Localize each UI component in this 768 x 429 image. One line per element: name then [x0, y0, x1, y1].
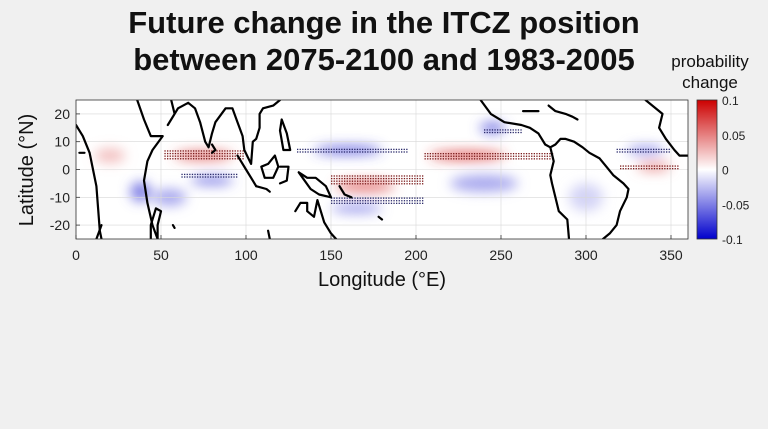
- stipple-band-0: [164, 150, 244, 160]
- colorbar-tick-label: -0.1: [722, 233, 743, 247]
- colorbar-tick-label: 0.05: [722, 129, 746, 143]
- coastline-13: [549, 146, 571, 239]
- y-tick-label: 0: [62, 162, 70, 178]
- colorbar-ticks: 0.1 0.05 0 -0.05 -0.1: [722, 94, 750, 247]
- coastline-12: [479, 100, 630, 239]
- x-tick-label: 350: [659, 247, 683, 263]
- coastline-11: [294, 199, 338, 239]
- coastline-3: [166, 100, 282, 165]
- coastline-22: [377, 215, 384, 221]
- coastline-4: [236, 154, 258, 188]
- y-tick-label: 20: [54, 106, 70, 122]
- coastline-16: [644, 100, 688, 157]
- x-tick-label: 150: [319, 247, 343, 263]
- y-tick-label: -10: [50, 189, 70, 205]
- coastlines: [76, 100, 688, 239]
- chart-title-line-2: between 2075-2100 and 1983-2005: [133, 42, 635, 77]
- stipple-band-3: [331, 175, 424, 185]
- coastline-2: [149, 207, 163, 239]
- coastline-20: [210, 143, 217, 154]
- anomaly-region-7: [331, 204, 382, 213]
- stipple-band-8: [620, 165, 679, 170]
- x-tick-label: 50: [153, 247, 169, 263]
- coastline-1: [136, 100, 164, 239]
- chart-title-line-1: Future change in the ITCZ position: [128, 5, 640, 40]
- colorbar-tick-label: 0: [722, 164, 729, 178]
- colorbar-tick-label: -0.05: [722, 198, 750, 212]
- coastline-19: [171, 224, 176, 229]
- coastline-9: [297, 171, 333, 199]
- colorbar-label-line-1: probability: [671, 52, 749, 71]
- stipple-band-2: [297, 148, 408, 153]
- coastline-7: [278, 165, 290, 185]
- x-axis-label: Longitude (°E): [318, 269, 446, 291]
- y-tick-label: 10: [54, 134, 70, 150]
- x-tick-label: 100: [234, 247, 258, 263]
- anomaly-region-10: [479, 122, 506, 134]
- coastline-5: [260, 154, 280, 179]
- x-tick-label: 200: [404, 247, 428, 263]
- stipple-band-7: [616, 148, 670, 153]
- coastline-18: [95, 224, 103, 239]
- x-tick-label: 0: [72, 247, 80, 263]
- x-axis-ticks: 0 50 100 150 200 250 300 350: [72, 235, 683, 263]
- stipple-band-6: [484, 129, 522, 134]
- x-tick-label: 300: [574, 247, 598, 263]
- x-tick-label: 250: [489, 247, 513, 263]
- significance-stipples: [164, 129, 679, 204]
- anomaly-region-9: [450, 175, 518, 192]
- stipple-band-4: [331, 197, 424, 204]
- coastline-21: [338, 185, 353, 199]
- coastline-6: [255, 185, 271, 193]
- coastline-10: [267, 229, 271, 239]
- anomaly-region-0: [94, 148, 126, 163]
- anomaly-region-3: [190, 176, 234, 185]
- y-axis-ticks: 20 10 0 -10 -20: [50, 106, 80, 233]
- stipple-band-1: [181, 173, 238, 178]
- y-axis-label: Latitude (°N): [16, 114, 38, 227]
- colorbar-tick-label: 0.1: [722, 94, 739, 108]
- coastline-8: [278, 118, 292, 152]
- anomaly-region-6: [335, 180, 395, 192]
- coastline-15: [547, 104, 579, 121]
- coastline-0: [76, 123, 103, 239]
- colorbar: [696, 99, 718, 240]
- colorbar-label-line-2: change: [682, 73, 738, 92]
- y-tick-label: -20: [50, 217, 70, 233]
